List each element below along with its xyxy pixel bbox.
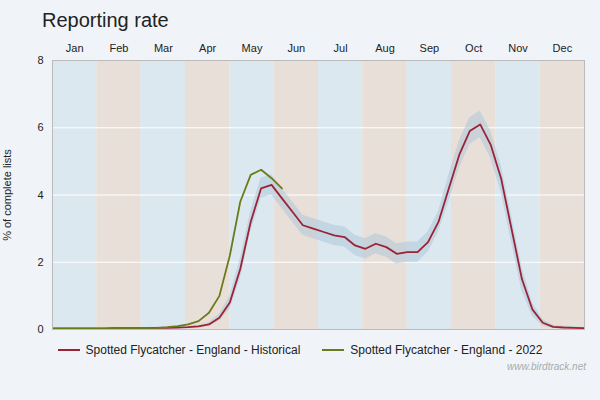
svg-text:8: 8: [37, 54, 43, 66]
svg-text:4: 4: [37, 189, 43, 201]
svg-text:6: 6: [37, 121, 43, 133]
svg-text:Apr: Apr: [199, 42, 216, 54]
svg-text:Sep: Sep: [420, 42, 440, 54]
svg-text:Jul: Jul: [334, 42, 348, 54]
html-text:Spotted Flycatcher - England -: Spotted Flycatcher - England - Historica…: [85, 343, 301, 357]
svg-text:Feb: Feb: [110, 42, 129, 54]
svg-text:Nov: Nov: [508, 42, 528, 54]
svg-text:Dec: Dec: [553, 42, 573, 54]
html-text:www.birdtrack.net: www.birdtrack.net: [507, 361, 586, 372]
svg-text:May: May: [242, 42, 263, 54]
html-text:Spotted Flycatcher - England -: Spotted Flycatcher - England - 2022: [350, 343, 543, 357]
svg-text:Jun: Jun: [287, 42, 305, 54]
html-text:Reporting rate: Reporting rate: [42, 9, 169, 31]
svg-text:Oct: Oct: [465, 42, 482, 54]
svg-text:Aug: Aug: [375, 42, 395, 54]
svg-text:2: 2: [37, 256, 43, 268]
svg-text:Mar: Mar: [154, 42, 173, 54]
svg-text:Jan: Jan: [66, 42, 84, 54]
svg-text:0: 0: [37, 323, 43, 335]
svg-text:% of complete lists: % of complete lists: [1, 149, 13, 241]
